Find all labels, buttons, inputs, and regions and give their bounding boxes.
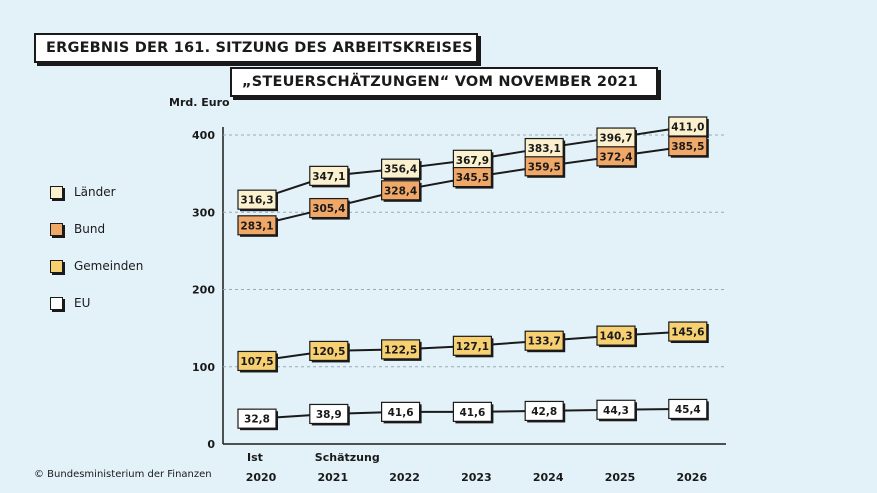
data-label-box-bund-2022 (381, 180, 421, 201)
x-tick-label-2021: 2021 (317, 471, 348, 484)
data-label-gemeinden-2021: 120,5 (312, 346, 345, 358)
data-label-bund-2022: 328,4 (384, 185, 417, 197)
data-label-box-bund-2025 (596, 146, 636, 167)
data-label-box-bund-2023 (452, 167, 492, 188)
data-label-box-gemeinden-2025 (596, 325, 636, 346)
data-label-bund-2020: 283,1 (240, 220, 273, 232)
y-tick-label-400: 400 (192, 129, 215, 142)
chart-title-line-2: „STEUERSCHÄTZUNGEN“ VOM NOVEMBER 2021 (230, 67, 658, 97)
x-tick-label-2023: 2023 (461, 471, 492, 484)
x-tick-label-2024: 2024 (533, 471, 564, 484)
legend-item-gemeinden: Gemeinden (50, 259, 143, 273)
data-label-eu-2024: 42,8 (531, 406, 557, 418)
legend-label-bund: Bund (74, 222, 106, 236)
x-tick-prefix-2020: Ist (247, 451, 263, 464)
data-label-box-laender-2021 (309, 165, 349, 186)
chart-title-line-1: ERGEBNIS DER 161. SITZUNG DES ARBEITSKRE… (34, 33, 478, 63)
data-label-box-eu-2022 (381, 401, 421, 422)
y-tick-label-200: 200 (192, 284, 215, 297)
data-label-eu-2022: 41,6 (388, 407, 414, 419)
data-label-box-eu-2026 (668, 398, 708, 420)
data-label-box-gemeinden-2024 (524, 330, 564, 351)
data-label-eu-2020: 32,8 (244, 414, 270, 426)
data-label-box-laender-2020 (237, 189, 277, 210)
data-label-box-laender-2022 (381, 158, 421, 179)
x-tick-prefix-2021: Schätzung (315, 451, 380, 464)
data-label-gemeinden-2020: 107,5 (240, 356, 273, 368)
data-label-laender-2022: 356,4 (384, 164, 417, 176)
data-label-laender-2021: 347,1 (312, 171, 345, 183)
data-label-box-eu-2025 (596, 399, 636, 420)
data-label-gemeinden-2025: 140,3 (599, 331, 632, 343)
y-tick-label-300: 300 (192, 206, 215, 219)
legend-swatch-eu (50, 296, 63, 310)
legend-swatch-laender (50, 185, 63, 199)
data-label-eu-2025: 44,3 (603, 405, 629, 417)
data-label-box-gemeinden-2026 (668, 321, 708, 342)
x-tick-label-2022: 2022 (389, 471, 420, 484)
data-label-eu-2026: 45,4 (675, 404, 701, 416)
y-tick-label-100: 100 (192, 361, 215, 374)
data-label-gemeinden-2026: 145,6 (671, 327, 704, 339)
data-label-laender-2023: 367,9 (456, 155, 489, 167)
data-label-box-gemeinden-2021 (309, 340, 349, 362)
data-label-box-laender-2026 (668, 116, 708, 137)
y-tick-label-0: 0 (207, 438, 215, 451)
legend-item-laender: Länder (50, 185, 116, 199)
y-axis-unit-label: Mrd. Euro (169, 96, 230, 109)
data-label-bund-2026: 385,5 (671, 141, 704, 153)
data-label-laender-2025: 396,7 (599, 133, 632, 145)
data-label-box-bund-2020 (237, 215, 277, 236)
legend-label-eu: EU (74, 296, 91, 310)
data-label-box-bund-2024 (524, 156, 564, 177)
x-tick-label-2020: 2020 (246, 471, 277, 484)
data-label-eu-2023: 41,6 (459, 407, 485, 419)
copyright-notice: © Bundesministerium der Finanzen (34, 469, 212, 480)
data-label-bund-2023: 345,5 (456, 172, 489, 184)
data-label-box-eu-2020 (237, 408, 277, 429)
data-label-box-eu-2023 (452, 401, 492, 422)
data-label-box-bund-2026 (668, 136, 708, 157)
legend-item-eu: EU (50, 296, 90, 310)
data-label-gemeinden-2023: 127,1 (456, 341, 489, 353)
data-label-laender-2020: 316,3 (240, 195, 273, 207)
x-tick-label-2026: 2026 (676, 471, 707, 484)
legend-label-gemeinden: Gemeinden (74, 259, 144, 273)
data-label-bund-2024: 359,5 (528, 161, 561, 173)
legend-label-laender: Länder (74, 185, 116, 199)
data-label-gemeinden-2024: 133,7 (528, 336, 561, 348)
data-label-box-bund-2021 (309, 197, 349, 219)
x-tick-label-2025: 2025 (605, 471, 636, 484)
data-label-box-eu-2021 (309, 403, 349, 425)
data-label-laender-2024: 383,1 (528, 143, 561, 155)
data-label-box-gemeinden-2020 (237, 350, 277, 372)
legend-swatch-gemeinden (50, 259, 63, 273)
data-label-bund-2021: 305,4 (312, 203, 345, 215)
legend-swatch-bund (50, 222, 63, 236)
legend-item-bund: Bund (50, 222, 105, 236)
data-label-box-gemeinden-2022 (381, 339, 421, 360)
data-label-box-eu-2024 (524, 400, 564, 422)
data-label-gemeinden-2022: 122,5 (384, 344, 417, 356)
data-label-eu-2021: 38,9 (316, 409, 342, 421)
data-label-laender-2026: 411,0 (671, 122, 704, 134)
data-label-box-gemeinden-2023 (452, 335, 492, 356)
data-label-bund-2025: 372,4 (599, 151, 632, 163)
